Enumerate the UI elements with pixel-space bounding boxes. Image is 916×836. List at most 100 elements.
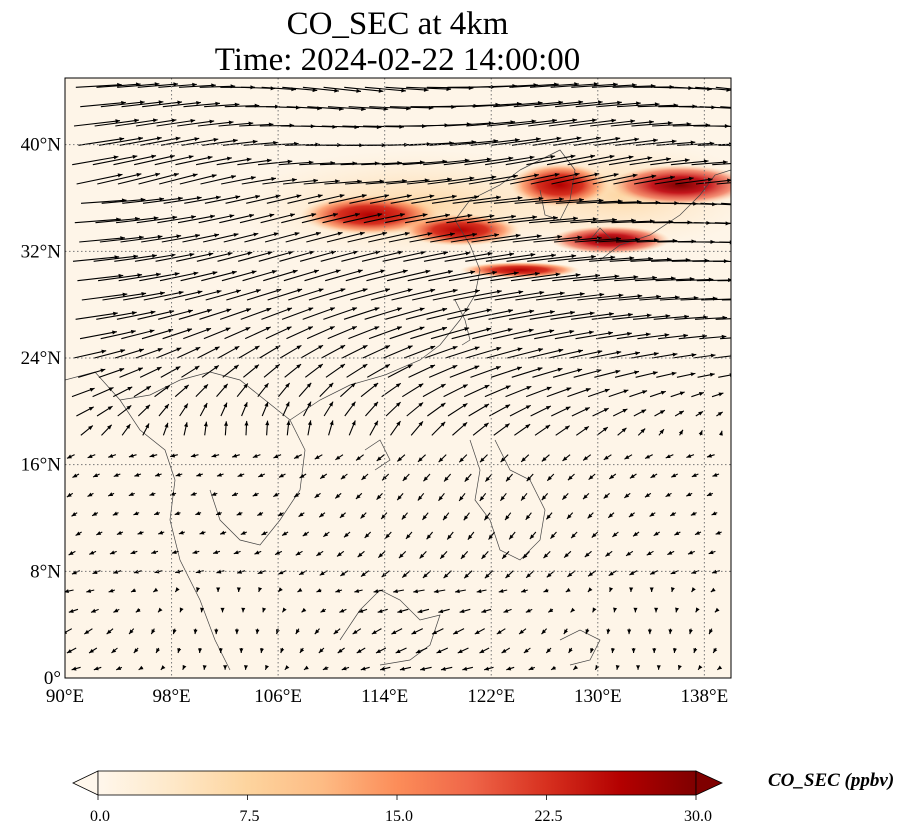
- wind-arrow: [114, 348, 144, 359]
- wind-arrowhead: [656, 665, 661, 670]
- wind-arrow: [282, 86, 318, 92]
- wind-arrowhead: [193, 629, 198, 635]
- wind-arrowhead: [622, 408, 628, 413]
- wind-arrowhead: [690, 372, 696, 377]
- wind-arrowhead: [278, 587, 283, 592]
- wind-arrow: [485, 253, 536, 262]
- wind-arrowhead: [273, 492, 279, 497]
- wind-arrowhead: [252, 492, 258, 497]
- wind-arrowhead: [443, 573, 449, 579]
- wind-arrow: [652, 123, 692, 127]
- wind-arrowhead: [595, 273, 600, 278]
- wind-arrowhead: [476, 589, 482, 594]
- wind-arrowhead: [610, 648, 615, 653]
- wind-arrow: [428, 270, 476, 282]
- wind-arrowhead: [107, 406, 113, 411]
- wind-arrowhead: [250, 176, 256, 180]
- wind-arrowhead: [234, 346, 240, 351]
- wind-arrowhead: [623, 389, 629, 394]
- wind-arrowhead: [683, 333, 689, 338]
- wind-arrowhead: [614, 274, 620, 279]
- wind-arrowhead: [624, 455, 630, 460]
- wind-arrow: [514, 198, 564, 204]
- wind-arrow: [403, 345, 436, 359]
- wind-arrow: [204, 195, 241, 204]
- wind-arrowhead: [395, 649, 401, 653]
- wind-arrow: [507, 348, 544, 359]
- wind-arrow: [266, 194, 302, 204]
- wind-arrow: [464, 384, 490, 398]
- wind-arrowhead: [126, 424, 131, 429]
- wind-arrowhead: [175, 136, 181, 141]
- map-frame: [64, 77, 732, 679]
- wind-arrowhead: [516, 366, 522, 371]
- wind-arrowhead: [481, 554, 487, 559]
- wind-arrowhead: [235, 195, 241, 200]
- wind-arrowhead: [141, 291, 147, 296]
- wind-arrow: [493, 197, 544, 204]
- wind-arrowhead: [357, 269, 363, 274]
- wind-arrow: [65, 628, 73, 634]
- wind-arrowhead: [711, 511, 717, 516]
- wind-arrowhead: [262, 607, 267, 613]
- wind-arrowhead: [220, 607, 225, 613]
- wind-arrow: [653, 315, 689, 320]
- wind-arrow: [389, 326, 425, 340]
- wind-arrow: [118, 273, 161, 282]
- wind-arrow: [550, 312, 595, 320]
- wind-arrowhead: [364, 533, 370, 538]
- wind-arrowhead: [440, 384, 446, 389]
- wind-arrowhead: [134, 472, 140, 477]
- wind-arrow: [286, 326, 314, 340]
- wind-arrowhead: [563, 629, 568, 635]
- wind-arrowhead: [89, 648, 94, 653]
- wind-arrowhead: [216, 587, 221, 592]
- wind-arrowhead: [474, 365, 480, 370]
- wind-arrowhead: [442, 307, 448, 312]
- wind-arrowhead: [111, 648, 117, 653]
- wind-arrow: [370, 288, 413, 301]
- wind-arrowhead: [159, 291, 165, 296]
- wind-arrowhead: [169, 309, 175, 314]
- wind-arrowhead: [718, 392, 724, 397]
- wind-arrow: [179, 84, 216, 88]
- wind-arrowhead: [463, 515, 469, 521]
- wind-arrowhead: [265, 420, 270, 426]
- wind-arrowhead: [548, 608, 554, 613]
- wind-arrowhead: [340, 364, 345, 369]
- wind-arrowhead: [417, 609, 423, 614]
- wind-arrowhead: [729, 373, 731, 378]
- wind-arrowhead: [671, 371, 677, 376]
- wind-arrowhead: [293, 493, 299, 498]
- wind-arrowhead: [335, 493, 341, 499]
- wind-arrow: [532, 137, 582, 146]
- wind-arrowhead: [618, 293, 624, 298]
- wind-arrow: [485, 156, 535, 166]
- wind-arrow: [363, 125, 404, 128]
- wind-arrowhead: [649, 512, 655, 517]
- wind-arrowhead: [525, 424, 531, 429]
- wind-arrowhead: [698, 392, 704, 396]
- wind-arrowhead: [684, 158, 690, 163]
- wind-arrowhead: [541, 456, 547, 462]
- wind-arrow: [200, 175, 237, 185]
- wind-arrowhead: [609, 154, 615, 159]
- wind-arrowhead: [107, 424, 112, 430]
- chart-title-line1: CO_SEC at 4km: [286, 6, 509, 42]
- wind-arrowhead: [652, 648, 657, 653]
- wind-arrowhead: [190, 491, 196, 496]
- wind-arrowhead: [605, 552, 611, 557]
- wind-arrow: [597, 295, 643, 301]
- wind-arrowhead: [465, 251, 471, 256]
- wind-arrow: [79, 331, 117, 340]
- wind-arrow: [326, 232, 365, 243]
- wind-arrowhead: [541, 629, 547, 635]
- wind-arrowhead: [615, 369, 621, 374]
- wind-arrowhead: [525, 405, 531, 410]
- wind-arrow: [487, 216, 538, 224]
- wind-arrowhead: [226, 308, 232, 313]
- wind-arrowhead: [132, 154, 138, 159]
- wind-arrowhead: [243, 402, 248, 408]
- wind-arrow: [286, 106, 322, 110]
- wind-arrow: [361, 162, 402, 166]
